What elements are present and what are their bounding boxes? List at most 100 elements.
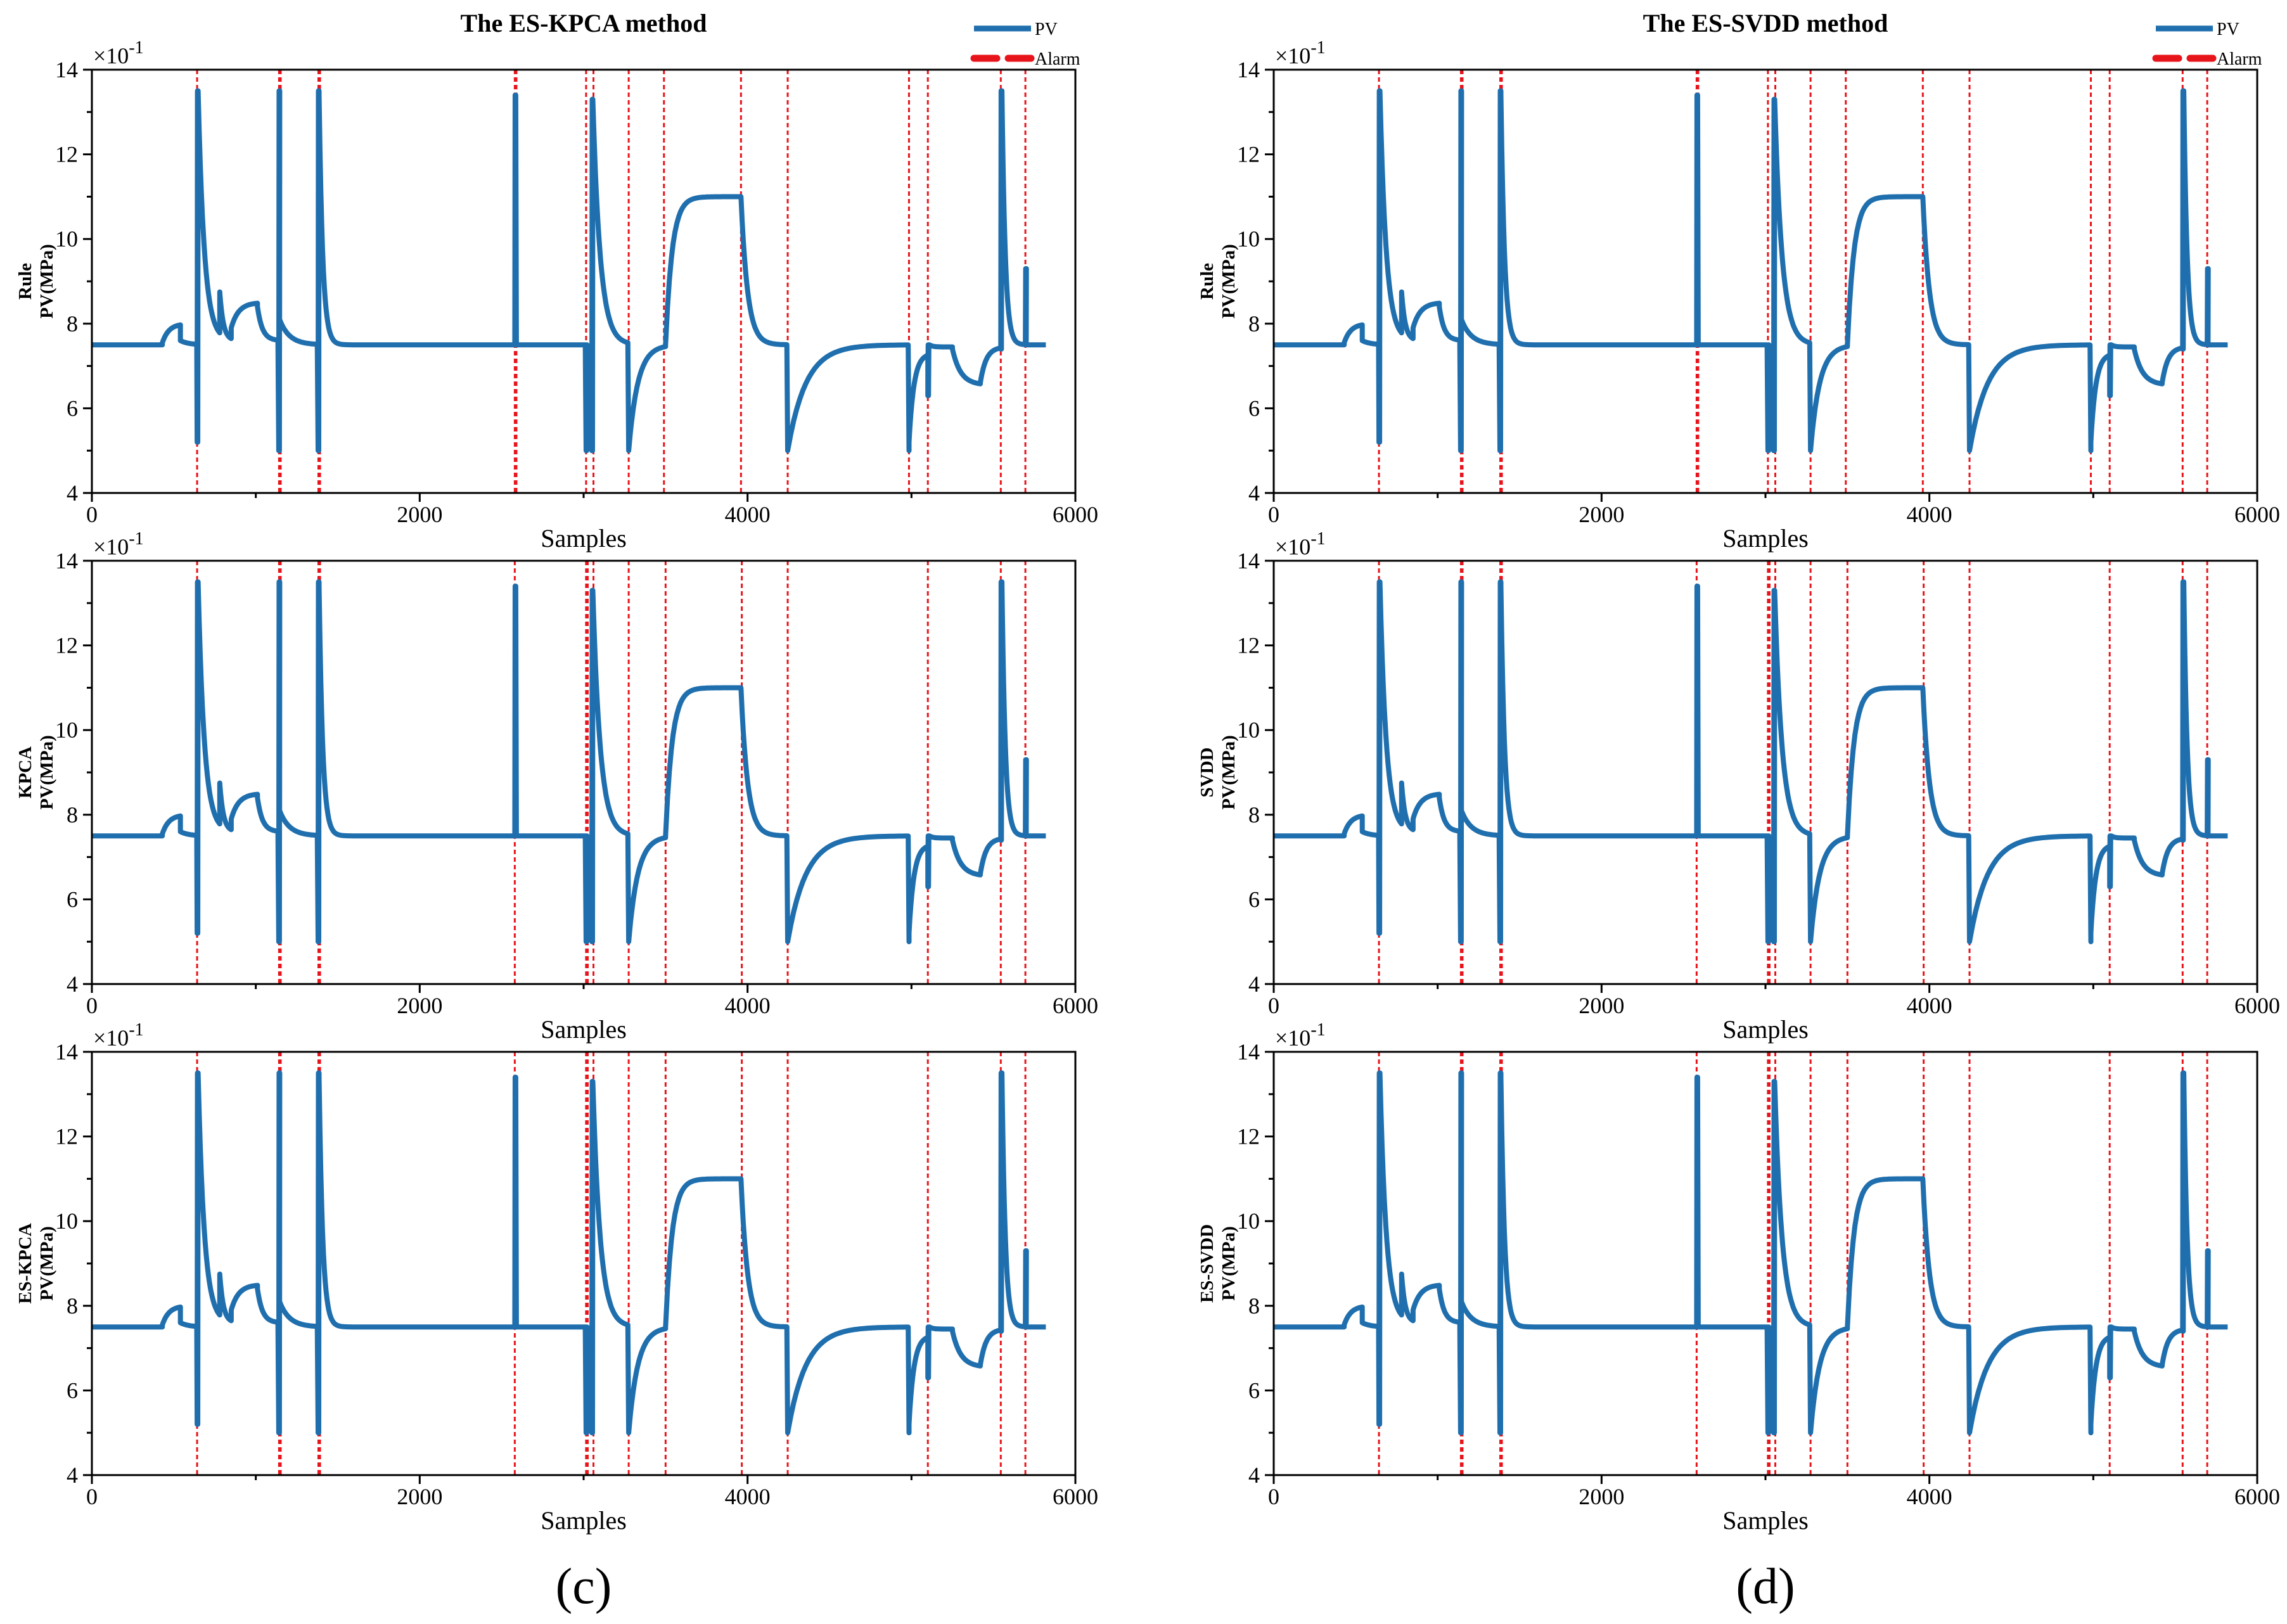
x-tick-label: 2000 — [1579, 993, 1624, 1018]
panel-label: (c) — [556, 1559, 612, 1614]
y-tick-label: 14 — [55, 57, 78, 82]
x-tick-label: 6000 — [1053, 993, 1098, 1018]
subplot: 0 2000 4000 6000 4 6 8 10 12 14 ×10-1 KPCA PV(MPa) Sa… — [15, 529, 1098, 1044]
x-axis-label: Samples — [541, 1015, 627, 1044]
y-tick-label: 4 — [1248, 971, 1260, 997]
y-exponent-power: -1 — [129, 529, 143, 549]
x-tick-label: 6000 — [1053, 502, 1098, 527]
y-tick-label: 6 — [1248, 1378, 1260, 1403]
y-axis-unit-label: PV(MPa) — [1219, 1226, 1239, 1301]
y-tick-label: 8 — [1248, 1293, 1260, 1319]
y-tick-label: 12 — [55, 633, 78, 658]
x-tick-label: 4000 — [1907, 993, 1952, 1018]
y-axis-method-label: Rule — [15, 263, 35, 300]
y-tick-label: 8 — [1248, 311, 1260, 336]
legend-pv-label: PV — [2217, 20, 2239, 39]
legend-pv-label: PV — [1035, 20, 1058, 39]
y-tick-label: 10 — [1237, 1208, 1260, 1234]
legend-alarm-label: Alarm — [1035, 49, 1080, 69]
x-tick-label: 6000 — [2234, 993, 2280, 1018]
y-tick-label: 8 — [67, 311, 78, 336]
y-tick-label: 6 — [67, 886, 78, 912]
y-exponent-label: ×10-1 — [1275, 529, 1326, 559]
x-axis-label: Samples — [1722, 1015, 1809, 1044]
x-tick-label: 6000 — [2234, 1484, 2280, 1509]
y-axis-unit-label: PV(MPa) — [37, 1226, 57, 1301]
y-exponent-power: -1 — [129, 38, 143, 58]
pv-series-line — [1274, 1070, 2228, 1436]
subplot: 0 2000 4000 6000 4 6 8 10 12 14 ×10-1 Rule PV(MPa) Sa… — [15, 38, 1098, 553]
x-axis-label: Samples — [541, 1506, 627, 1535]
subplot: 0 2000 4000 6000 4 6 8 10 12 14 ×10-1 ES-SVDD PV(MPa… — [1197, 1020, 2280, 1535]
y-tick-label: 8 — [67, 802, 78, 828]
x-tick-label: 0 — [1268, 1484, 1279, 1509]
x-tick-label: 2000 — [397, 993, 442, 1018]
y-axis-label: Rule PV(MPa) — [15, 244, 57, 319]
y-axis-unit-label: PV(MPa) — [37, 735, 57, 810]
y-axis-method-label: KPCA — [15, 746, 35, 798]
y-exponent-label: ×10-1 — [93, 529, 144, 559]
y-tick-label: 8 — [67, 1293, 78, 1319]
y-tick-label: 10 — [1237, 717, 1260, 743]
y-tick-label: 6 — [1248, 395, 1260, 421]
x-axis-label: Samples — [541, 524, 627, 553]
y-tick-label: 10 — [55, 717, 78, 743]
y-axis-method-label: ES-SVDD — [1197, 1224, 1217, 1303]
y-tick-label: 10 — [55, 1208, 78, 1234]
y-tick-label: 4 — [1248, 1462, 1260, 1488]
y-axis-method-label: ES-KPCA — [15, 1223, 35, 1303]
x-tick-label: 0 — [1268, 993, 1279, 1018]
subplot: 0 2000 4000 6000 4 6 8 10 12 14 ×10-1 Rule PV(MPa) Sa… — [1197, 38, 2280, 553]
y-tick-label: 14 — [1237, 57, 1260, 82]
y-axis-method-label: Rule — [1197, 263, 1217, 300]
y-tick-label: 12 — [1237, 1124, 1260, 1149]
y-tick-label: 10 — [55, 226, 78, 252]
y-tick-label: 12 — [1237, 142, 1260, 167]
y-tick-label: 4 — [67, 1462, 78, 1488]
x-tick-label: 0 — [86, 993, 98, 1018]
x-tick-label: 2000 — [1579, 1484, 1624, 1509]
y-exponent-power: -1 — [1310, 1020, 1325, 1040]
x-tick-label: 2000 — [397, 502, 442, 527]
y-tick-label: 14 — [1237, 548, 1260, 573]
y-axis-label: ES-SVDD PV(MPa) — [1197, 1224, 1239, 1303]
pv-series-line — [92, 579, 1046, 945]
subplot: 0 2000 4000 6000 4 6 8 10 12 14 ×10-1 SVDD PV(MPa) Sa… — [1197, 529, 2280, 1044]
x-tick-label: 6000 — [1053, 1484, 1098, 1509]
y-tick-label: 6 — [1248, 886, 1260, 912]
y-tick-label: 8 — [1248, 802, 1260, 828]
pv-series-line — [92, 88, 1046, 454]
x-axis-label: Samples — [1722, 1506, 1809, 1535]
pv-series-line — [1274, 579, 2228, 945]
y-tick-label: 12 — [55, 1124, 78, 1149]
x-tick-label: 6000 — [2234, 502, 2280, 527]
x-tick-label: 0 — [1268, 502, 1279, 527]
x-tick-label: 0 — [86, 502, 98, 527]
y-tick-label: 4 — [1248, 480, 1260, 506]
x-tick-label: 2000 — [1579, 502, 1624, 527]
y-tick-label: 14 — [1237, 1039, 1260, 1065]
y-exponent-power: -1 — [1310, 529, 1325, 549]
y-exponent-label: ×10-1 — [1275, 1020, 1326, 1051]
column-title: The ES-SVDD method — [1643, 9, 1888, 37]
y-exponent-label: ×10-1 — [93, 1020, 144, 1051]
y-exponent-label: ×10-1 — [93, 38, 144, 68]
y-axis-label: SVDD PV(MPa) — [1197, 735, 1239, 810]
x-tick-label: 2000 — [397, 1484, 442, 1509]
y-axis-label: KPCA PV(MPa) — [15, 735, 57, 810]
x-tick-label: 4000 — [725, 993, 771, 1018]
y-axis-unit-label: PV(MPa) — [37, 244, 57, 319]
y-exponent-power: -1 — [129, 1020, 143, 1040]
y-axis-label: Rule PV(MPa) — [1197, 244, 1239, 319]
y-tick-label: 10 — [1237, 226, 1260, 252]
y-tick-label: 4 — [67, 480, 78, 506]
x-tick-label: 4000 — [725, 502, 771, 527]
column-title: The ES-KPCA method — [461, 9, 707, 37]
pv-series-line — [1274, 88, 2228, 454]
panel-label: (d) — [1736, 1559, 1795, 1614]
y-axis-label: ES-KPCA PV(MPa) — [15, 1223, 57, 1303]
y-axis-unit-label: PV(MPa) — [1219, 244, 1239, 319]
subplot: 0 2000 4000 6000 4 6 8 10 12 14 ×10-1 ES-KPCA PV(MPa… — [15, 1020, 1098, 1535]
x-tick-label: 4000 — [1907, 1484, 1952, 1509]
